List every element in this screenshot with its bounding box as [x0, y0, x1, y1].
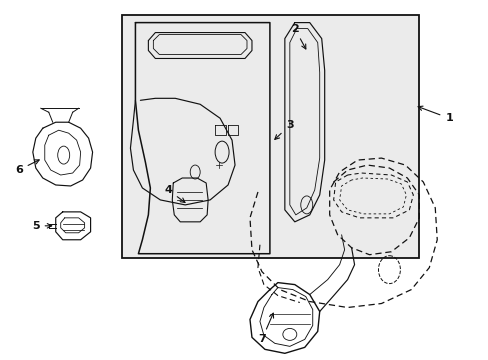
- Text: 7: 7: [258, 313, 273, 345]
- Text: 5: 5: [32, 221, 52, 231]
- Text: 2: 2: [290, 24, 305, 49]
- Text: 1: 1: [417, 106, 452, 123]
- Text: 3: 3: [274, 120, 293, 139]
- Text: 6: 6: [15, 160, 39, 175]
- Text: 4: 4: [164, 185, 184, 202]
- Bar: [122, 15, 419, 258]
